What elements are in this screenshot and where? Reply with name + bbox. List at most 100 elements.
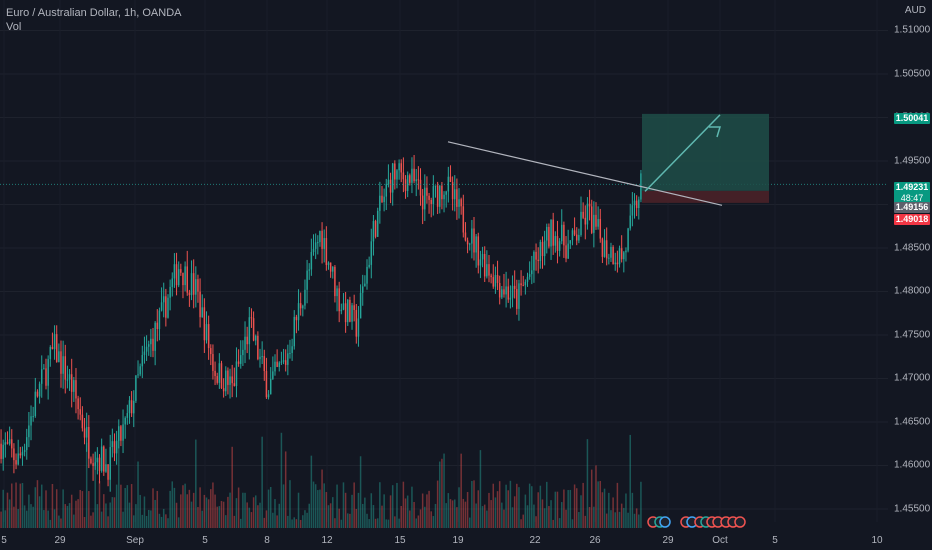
volume-bar <box>460 453 462 528</box>
volume-bar <box>633 513 636 528</box>
candle-body <box>507 286 509 300</box>
volume-bar <box>214 494 216 528</box>
volume-bar <box>563 489 565 528</box>
volume-bar <box>473 480 475 528</box>
volume-bar <box>411 486 413 528</box>
candle-body <box>381 195 383 203</box>
candle-body <box>456 189 458 207</box>
volume-bar <box>21 483 24 528</box>
volume-indicator-label[interactable]: Vol <box>6 21 22 33</box>
volume-bar <box>272 512 274 528</box>
volume-bar <box>537 492 539 528</box>
candle-body <box>535 251 537 260</box>
volume-bar <box>28 494 30 528</box>
candle-body <box>88 427 90 459</box>
candle-body <box>124 417 126 425</box>
volume-bar <box>171 481 174 528</box>
candle-body <box>439 185 441 207</box>
candle-body <box>505 286 507 295</box>
volume-bar <box>180 494 182 528</box>
candle-body <box>92 463 94 467</box>
volume-bar <box>310 455 313 528</box>
volume-bar <box>347 513 349 528</box>
candle-body <box>120 426 122 441</box>
volume-bar <box>259 502 261 528</box>
volume-bar <box>113 497 116 528</box>
volume-bar <box>68 503 71 528</box>
volume-bar <box>111 497 114 528</box>
symbol-title[interactable]: Euro / Australian Dollar, 1h, OANDA <box>6 7 182 19</box>
volume-bar <box>26 510 28 528</box>
volume-bar <box>216 506 218 528</box>
candle-body <box>210 348 212 355</box>
volume-bar <box>554 491 557 528</box>
volume-bar <box>565 509 567 528</box>
candle-body <box>561 224 563 242</box>
candle-body <box>201 307 203 318</box>
candle-body <box>186 266 188 293</box>
volume-bar <box>332 497 334 528</box>
volume-bar <box>220 500 223 528</box>
candle-body <box>582 211 584 218</box>
volume-bar <box>269 486 272 528</box>
volume-bar <box>404 498 407 528</box>
volume-bar <box>11 483 13 528</box>
volume-bar <box>603 488 606 528</box>
candle-body <box>11 439 13 449</box>
volume-bar <box>625 493 627 528</box>
candle-body <box>109 447 111 480</box>
volume-bar <box>284 451 287 528</box>
candle-body <box>353 305 355 311</box>
candle-body <box>620 248 623 260</box>
candle-body <box>554 236 557 246</box>
time-tick-label: 10 <box>871 535 883 546</box>
volume-bar <box>40 484 43 528</box>
candle-body <box>203 307 206 341</box>
volume-bar <box>312 481 315 528</box>
volume-bar <box>496 491 499 528</box>
candle-body <box>145 346 148 352</box>
candle-body <box>528 274 531 277</box>
candle-body <box>113 441 116 454</box>
volume-bar <box>543 508 546 528</box>
volume-bar <box>197 507 199 528</box>
candle-body <box>267 394 270 398</box>
candle-body <box>13 448 15 461</box>
time-tick-label: 12 <box>321 535 333 546</box>
candle-body <box>601 238 604 257</box>
time-tick-label: 5 <box>1 535 7 546</box>
candle-body <box>252 318 255 341</box>
volume-bar <box>49 519 52 528</box>
candle-body <box>584 217 587 225</box>
candle-body <box>308 269 310 271</box>
candle-body <box>372 221 375 242</box>
volume-bar <box>338 508 340 528</box>
candle-body <box>462 206 465 233</box>
volume-bar <box>51 483 54 528</box>
candle-body <box>454 189 456 200</box>
volume-bar <box>488 492 490 528</box>
candle-body <box>229 376 231 385</box>
time-tick-label: 5 <box>772 535 778 546</box>
volume-bar <box>246 502 248 528</box>
volume-bar <box>573 484 576 528</box>
candle-body <box>605 240 608 259</box>
volume-bar <box>130 484 133 528</box>
volume-bar <box>184 483 186 528</box>
time-tick-label: 19 <box>452 535 464 546</box>
volume-bar <box>304 510 306 528</box>
volume-bar <box>436 480 439 528</box>
candle-body <box>460 199 462 207</box>
candle-body <box>289 352 291 354</box>
candle-body <box>614 262 616 265</box>
candle-body <box>242 349 244 356</box>
volume-bar <box>210 489 212 528</box>
candle-body <box>216 376 218 383</box>
entry-price-tag: 1.49156 <box>894 202 930 213</box>
volume-bar <box>372 505 375 528</box>
candle-body <box>244 336 246 350</box>
volume-bar <box>635 508 638 528</box>
candle-body <box>272 371 274 379</box>
candle-body <box>143 351 146 356</box>
